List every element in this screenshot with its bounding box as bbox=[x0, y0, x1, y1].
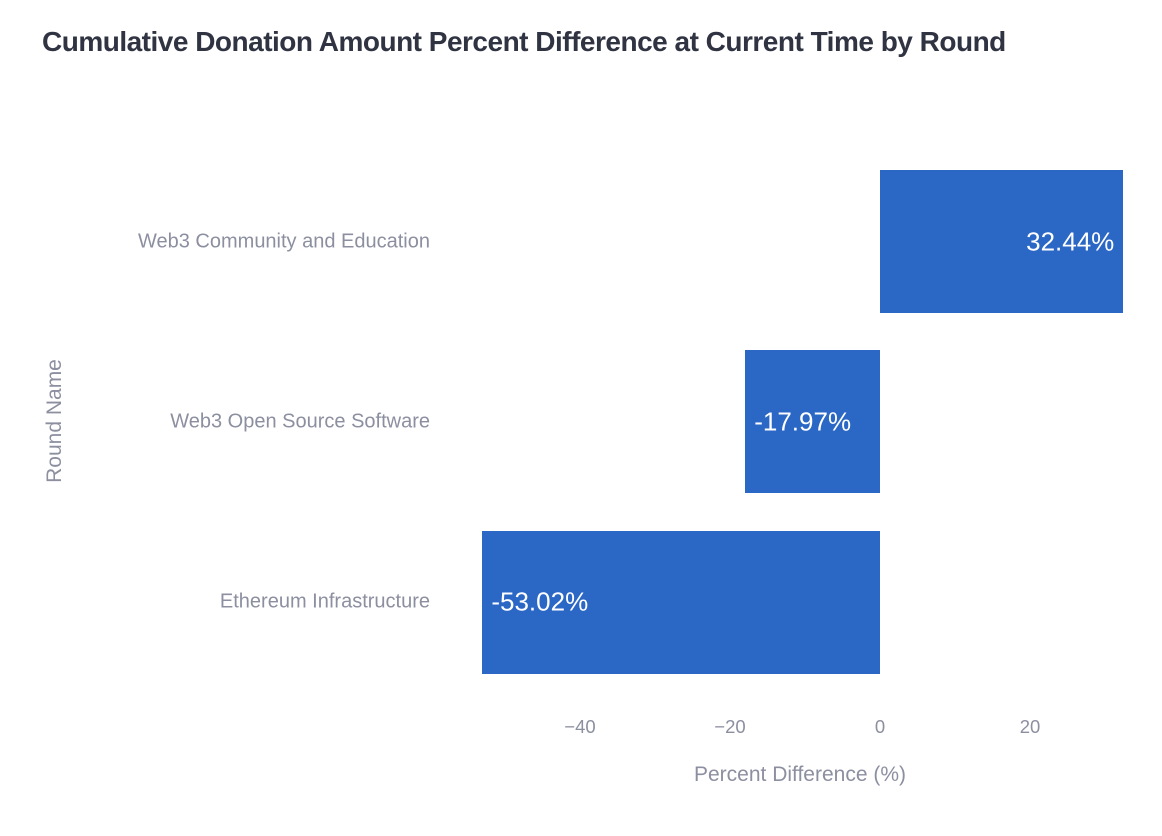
bar-value-label: -17.97% bbox=[754, 406, 852, 437]
category-label: Ethereum Infrastructure bbox=[219, 590, 430, 613]
bar[interactable]: -17.97% bbox=[745, 350, 880, 494]
category-label: Web3 Open Source Software bbox=[170, 410, 430, 433]
bar-value-label: 32.44% bbox=[1026, 226, 1115, 256]
bar-value-label: -53.02% bbox=[491, 586, 589, 617]
bar[interactable]: 32.44% bbox=[880, 170, 1124, 313]
x-tick-label: 20 bbox=[1019, 716, 1041, 737]
x-tick-label: −40 bbox=[564, 716, 596, 737]
chart-title: Cumulative Donation Amount Percent Diffe… bbox=[42, 26, 1006, 57]
x-tick-label: −20 bbox=[714, 716, 746, 737]
bar[interactable]: -53.02% bbox=[482, 530, 880, 674]
category-label: Web3 Community and Education bbox=[137, 230, 430, 252]
x-tick-label: 0 bbox=[874, 716, 886, 737]
x-axis-title: Percent Difference (%) bbox=[693, 763, 907, 786]
